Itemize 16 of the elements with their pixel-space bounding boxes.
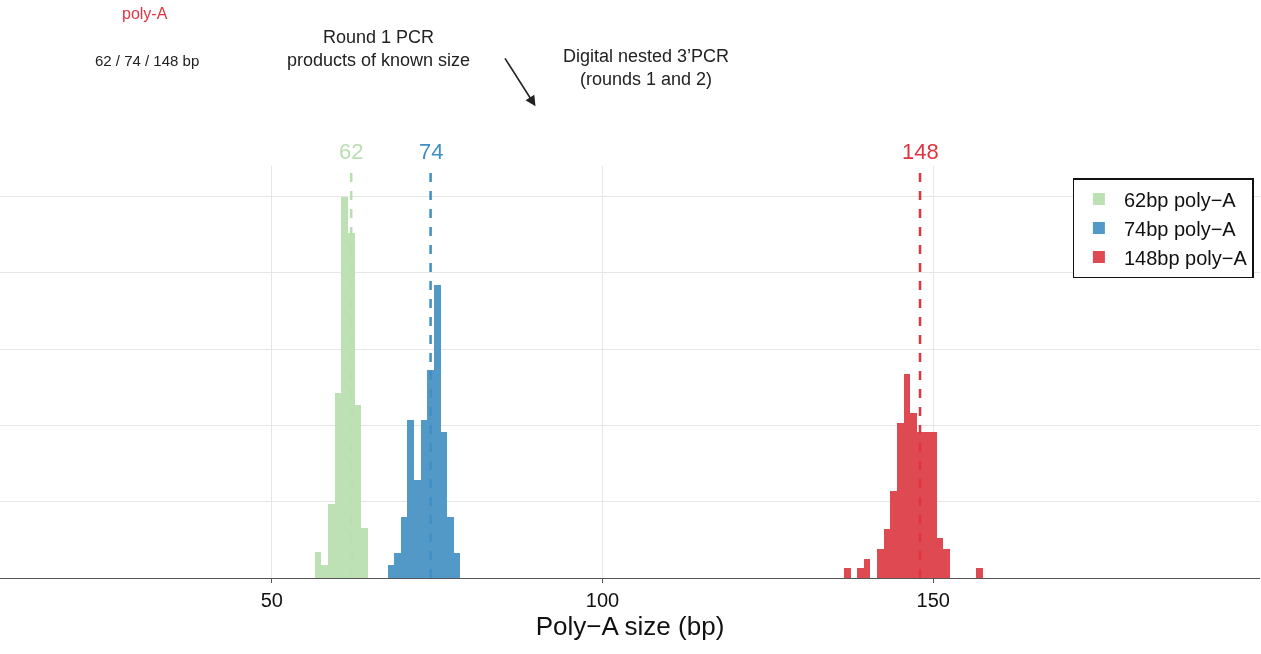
text: Digital nested 3’PCR (rounds 1 and 2) (563, 46, 730, 90)
ref-line-label: 74 (419, 139, 444, 164)
legend-label: 62bp poly−A (1123, 188, 1237, 211)
bar (976, 568, 983, 578)
ref-line-label: 62 (339, 139, 364, 164)
x-axis-title: Poly−A size (bp) (535, 611, 725, 641)
text: poly-A (122, 5, 168, 22)
text: Round 1 PCR products of known size (287, 27, 471, 71)
legend-label: 74bp poly−A (1123, 217, 1237, 240)
x-tick-label: 150 (916, 589, 950, 611)
legend-label: 148bp poly−A (1123, 246, 1248, 269)
x-tick-label: 50 (260, 589, 283, 611)
bar (844, 568, 851, 578)
text: 62 / 74 / 148 bp (95, 52, 200, 69)
ref-line-label: 148 (902, 139, 939, 164)
x-tick-label: 100 (585, 589, 620, 611)
